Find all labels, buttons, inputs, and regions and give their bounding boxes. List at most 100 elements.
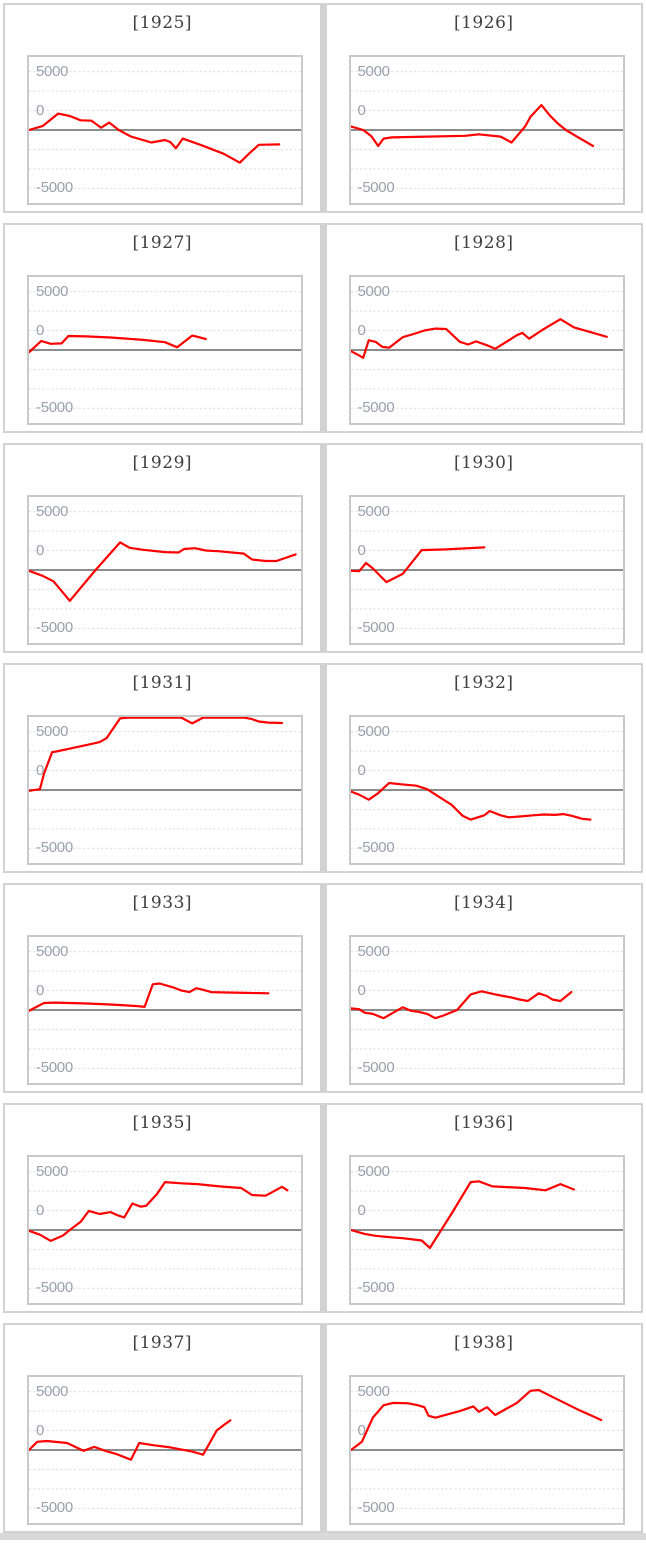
chart-panel-1925: [1925] 5000 0 -5000 — [5, 5, 320, 211]
y-tick-label: 0 — [36, 101, 45, 119]
vertical-divider — [319, 665, 327, 871]
line-chart — [350, 1171, 623, 1289]
y-tick-label: 5000 — [36, 1382, 69, 1400]
y-tick-label: -5000 — [36, 1279, 73, 1297]
y-tick-label: 5000 — [36, 502, 69, 520]
y-tick-label: 0 — [357, 101, 366, 119]
data-series-line — [29, 982, 270, 1012]
chart-panel-1931: [1931] 5000 0 -5000 — [5, 665, 320, 871]
panel-title: [1931] — [132, 673, 193, 693]
plot-area: 5000 0 -5000 — [27, 495, 303, 645]
y-tick-label: 0 — [357, 541, 366, 559]
line-chart — [350, 511, 623, 629]
y-tick-label: 0 — [357, 321, 366, 339]
line-chart — [29, 951, 301, 1069]
line-chart — [29, 1391, 301, 1509]
y-tick-label: 5000 — [36, 942, 69, 960]
y-tick-label: -5000 — [357, 179, 395, 197]
data-series-line — [350, 318, 608, 359]
data-series-line — [350, 1388, 602, 1452]
chart-panel-1936: [1936] 5000 0 -5000 — [327, 1105, 642, 1311]
data-series-line — [350, 781, 591, 821]
y-tick-label: 0 — [357, 981, 366, 999]
plot-area: 5000 0 -5000 — [27, 1375, 303, 1525]
y-tick-label: 0 — [36, 1201, 45, 1219]
trellis-chart-grid: [1925] 5000 0 -5000 [1926] 5000 0 -5000 [1927] 50… — [3, 3, 643, 1543]
y-tick-label: -5000 — [36, 1499, 73, 1517]
chart-panel-1929: [1929] 5000 0 -5000 — [5, 445, 320, 651]
data-series-line — [29, 1419, 232, 1461]
chart-row: [1935] 5000 0 -5000 [1936] 5000 0 -5000 — [3, 1103, 643, 1313]
chart-panel-1935: [1935] 5000 0 -5000 — [5, 1105, 320, 1311]
y-tick-label: -5000 — [357, 839, 395, 857]
plot-area: 5000 0 -5000 — [27, 715, 303, 865]
plot-area: 5000 0 -5000 — [27, 1155, 303, 1305]
y-tick-label: -5000 — [36, 399, 73, 417]
chart-panel-1926: [1926] 5000 0 -5000 — [327, 5, 642, 211]
panel-title: [1927] — [132, 233, 193, 253]
data-series-line — [29, 1181, 289, 1243]
chart-panel-1927: [1927] 5000 0 -5000 — [5, 225, 320, 431]
y-tick-label: 5000 — [357, 1162, 390, 1180]
chart-panel-1932: [1932] 5000 0 -5000 — [327, 665, 642, 871]
chart-row: [1927] 5000 0 -5000 [1928] 5000 0 -5000 — [3, 223, 643, 433]
panel-title: [1925] — [132, 13, 193, 33]
panel-title: [1928] — [453, 233, 514, 253]
panel-title: [1936] — [453, 1113, 514, 1133]
y-tick-label: 0 — [36, 541, 45, 559]
plot-area: 5000 0 -5000 — [348, 275, 625, 425]
plot-area: 5000 0 -5000 — [348, 715, 625, 865]
line-chart — [29, 511, 301, 629]
data-series-line — [350, 990, 572, 1020]
y-tick-label: 5000 — [357, 1382, 390, 1400]
data-series-line — [29, 717, 284, 792]
y-tick-label: 5000 — [357, 62, 390, 80]
vertical-divider — [319, 225, 327, 431]
data-series-line — [29, 541, 297, 602]
plot-area: 5000 0 -5000 — [27, 935, 303, 1085]
y-tick-label: -5000 — [357, 399, 395, 417]
panel-title: [1935] — [132, 1113, 193, 1133]
panel-title: [1932] — [453, 673, 514, 693]
vertical-divider — [319, 1105, 327, 1311]
data-series-line — [29, 334, 207, 354]
panel-title: [1930] — [453, 453, 514, 473]
plot-area: 5000 0 -5000 — [348, 1375, 625, 1525]
y-tick-label: 5000 — [357, 722, 390, 740]
chart-panel-1934: [1934] 5000 0 -5000 — [327, 885, 642, 1091]
line-chart — [350, 1388, 623, 1509]
y-tick-label: -5000 — [357, 619, 395, 637]
data-series-line — [350, 546, 485, 584]
line-chart — [29, 1171, 301, 1289]
y-tick-label: -5000 — [357, 1499, 395, 1517]
chart-row: [1933] 5000 0 -5000 [1934] 5000 0 -5000 — [3, 883, 643, 1093]
panel-title: [1934] — [453, 893, 514, 913]
plot-area: 5000 0 -5000 — [27, 55, 303, 205]
y-tick-label: 5000 — [36, 1162, 69, 1180]
y-tick-label: 0 — [36, 321, 45, 339]
y-tick-label: 0 — [357, 761, 366, 779]
line-chart — [29, 71, 301, 189]
plot-area: 5000 0 -5000 — [348, 495, 625, 645]
plot-area: 5000 0 -5000 — [348, 935, 625, 1085]
panel-title: [1938] — [453, 1333, 514, 1353]
y-tick-label: 0 — [36, 761, 45, 779]
chart-row: [1931] 5000 0 -5000 [1932] 5000 0 -5000 — [3, 663, 643, 873]
chart-row: [1929] 5000 0 -5000 [1930] 5000 0 -5000 — [3, 443, 643, 653]
line-chart — [29, 291, 301, 409]
data-series-line — [350, 1180, 575, 1250]
y-tick-label: -5000 — [36, 179, 73, 197]
y-tick-label: 5000 — [36, 722, 69, 740]
line-chart — [350, 71, 623, 189]
vertical-divider — [319, 1325, 327, 1531]
line-chart — [350, 731, 623, 849]
y-tick-label: 5000 — [36, 282, 69, 300]
y-tick-label: -5000 — [36, 839, 73, 857]
panel-title: [1933] — [132, 893, 193, 913]
chart-row: [1925] 5000 0 -5000 [1926] 5000 0 -5000 — [3, 3, 643, 213]
y-tick-label: 5000 — [357, 502, 390, 520]
y-tick-label: 5000 — [357, 282, 390, 300]
data-series-line — [350, 103, 594, 148]
line-chart — [350, 291, 623, 409]
line-chart — [350, 951, 623, 1069]
